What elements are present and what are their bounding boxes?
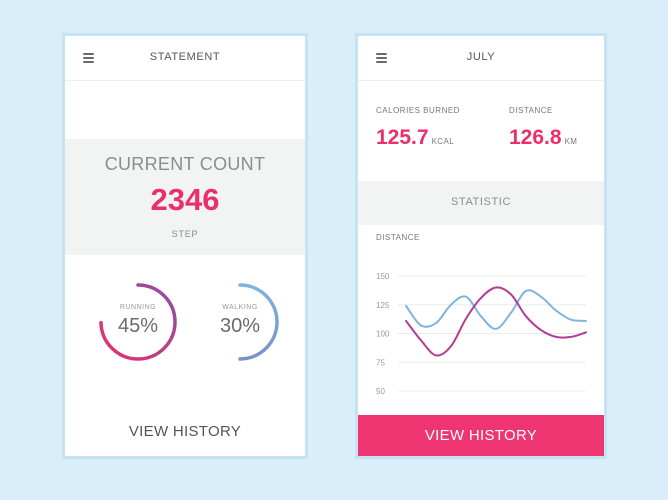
chart-y-label: DISTANCE bbox=[376, 233, 420, 242]
hamburger-menu-icon[interactable] bbox=[83, 53, 94, 63]
distance-value: 126.8 bbox=[509, 126, 562, 149]
walking-value: 30% bbox=[219, 315, 261, 337]
walking-progress-ring: WALKING 30% bbox=[200, 282, 280, 362]
y-tick-label: 150 bbox=[376, 272, 390, 281]
header: STATEMENT bbox=[65, 36, 305, 81]
running-value: 45% bbox=[117, 315, 159, 337]
statistic-title: STATISTIC bbox=[451, 196, 511, 208]
header: JULY bbox=[358, 36, 604, 81]
distance-label: DISTANCE bbox=[509, 106, 553, 115]
statistic-panel: STATISTIC bbox=[358, 181, 604, 225]
y-tick-label: 100 bbox=[376, 330, 390, 339]
running-progress-ring: RUNNING 45% bbox=[98, 282, 178, 362]
july-card: JULY CALORIES BURNED 125.7 KCAL DISTANCE … bbox=[358, 36, 604, 456]
view-history-button[interactable]: VIEW HISTORY bbox=[128, 423, 242, 440]
current-count-label: CURRENT COUNT bbox=[104, 154, 266, 174]
running-ring-graphic bbox=[99, 283, 177, 361]
current-count-panel: CURRENT COUNT 2346 STEP bbox=[65, 139, 305, 255]
distance-unit: KM bbox=[564, 137, 578, 146]
running-progress-arc bbox=[99, 283, 177, 361]
walking-label: WALKING bbox=[222, 304, 258, 311]
calories-burned-value: 125.7 bbox=[376, 126, 429, 149]
walking-ring-graphic bbox=[238, 283, 279, 361]
calories-burned-metric: CALORIES BURNED 125.7 KCAL bbox=[376, 106, 460, 150]
calories-burned-label: CALORIES BURNED bbox=[376, 106, 460, 115]
current-count-value: 2346 bbox=[150, 182, 220, 217]
page-title: STATEMENT bbox=[149, 51, 221, 63]
calories-burned-unit: KCAL bbox=[431, 137, 455, 146]
view-history-button[interactable]: VIEW HISTORY bbox=[358, 415, 604, 456]
statement-card: STATEMENT CURRENT COUNT 2346 STEP RUNNIN… bbox=[65, 36, 305, 456]
y-tick-label: 75 bbox=[376, 358, 385, 367]
series-1-line bbox=[405, 289, 587, 330]
walking-progress-arc bbox=[238, 283, 279, 361]
page-title: JULY bbox=[466, 51, 496, 63]
distance-metric: DISTANCE 126.8 KM bbox=[509, 106, 577, 150]
distance-line-chart: 150 125 100 75 50 bbox=[376, 272, 587, 396]
running-label: RUNNING bbox=[119, 304, 157, 311]
series-2-line bbox=[405, 286, 587, 357]
y-tick-label: 50 bbox=[376, 387, 385, 396]
current-count-unit: STEP bbox=[171, 229, 199, 239]
hamburger-menu-icon[interactable] bbox=[376, 53, 387, 63]
y-tick-label: 125 bbox=[376, 301, 390, 310]
